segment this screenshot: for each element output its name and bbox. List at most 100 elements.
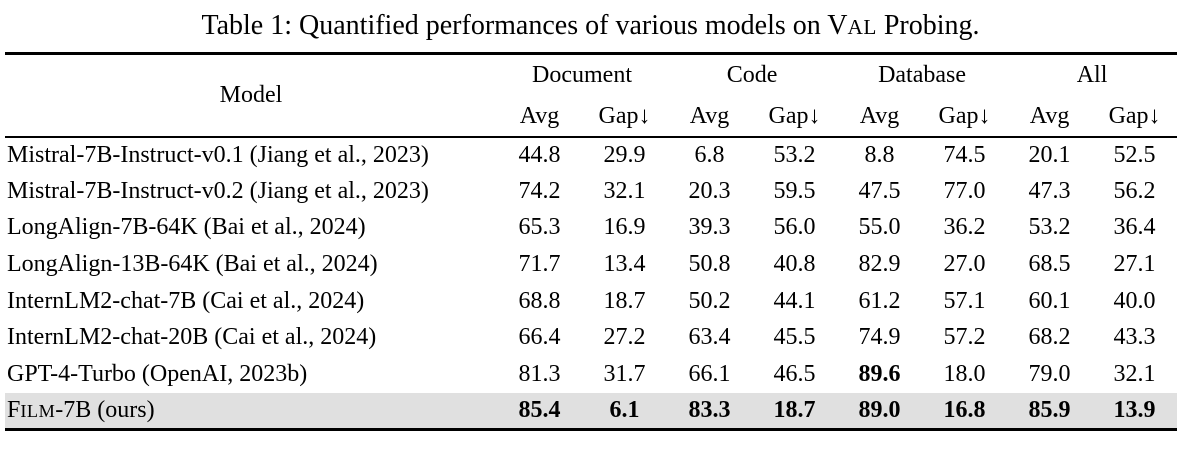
value-cell: 61.2	[858, 287, 901, 314]
subheader-all-avg: Avg	[1029, 102, 1070, 129]
value-cell: 43.3	[1113, 324, 1156, 351]
caption-smallcaps-capital: V	[827, 10, 848, 41]
table-body: Mistral-7B-Instruct-v0.1 (Jiang et al., …	[5, 137, 1178, 430]
subheader-database-avg: Avg	[859, 102, 900, 129]
subheader-code-avg: Avg	[689, 102, 730, 129]
value-cell: 82.9	[858, 251, 901, 278]
value-cell: 63.4	[688, 324, 731, 351]
value-cell: 65.3	[518, 214, 561, 241]
value-cell: 44.1	[773, 287, 816, 314]
model-cell: FILM-7B (ours)	[5, 393, 497, 430]
column-group-all: All	[1076, 62, 1108, 89]
value-cell: 6.1	[609, 396, 640, 423]
value-cell: 85.9	[1028, 396, 1071, 423]
value-cell: 53.2	[1028, 214, 1071, 241]
value-cell: 13.9	[1113, 396, 1156, 423]
caption-text-pre: Table 1: Quantified performances of vari…	[201, 10, 828, 41]
value-cell: 53.2	[773, 141, 816, 168]
value-cell: 32.1	[603, 177, 646, 204]
model-name-rest: -7B (ours)	[55, 396, 155, 423]
value-cell: 40.8	[773, 251, 816, 278]
value-cell: 52.5	[1113, 141, 1156, 168]
value-cell: 77.0	[943, 177, 986, 204]
value-cell: 74.9	[858, 324, 901, 351]
value-cell: 47.5	[858, 177, 901, 204]
value-cell: 29.9	[603, 141, 646, 168]
subheader-database-gap: Gap↓	[938, 102, 991, 129]
model-cell: InternLM2-chat-20B (Cai et al., 2024)	[7, 324, 377, 351]
table-row: FILM-7B (ours) 85.4 6.1 83.3 18.7 89.0 16.8 85.…	[5, 392, 1178, 430]
subheader-document-gap: Gap↓	[598, 102, 651, 129]
value-cell: 57.1	[943, 287, 986, 314]
table-row: InternLM2-chat-20B (Cai et al., 2024) 66.…	[5, 319, 1177, 356]
table-row: Mistral-7B-Instruct-v0.2 (Jiang et al., …	[5, 173, 1177, 210]
value-cell: 59.5	[773, 177, 816, 204]
value-cell: 27.1	[1113, 251, 1156, 278]
table-row: InternLM2-chat-7B (Cai et al., 2024) 68.8…	[5, 283, 1177, 320]
value-cell: 56.0	[773, 214, 816, 241]
value-cell: 68.2	[1028, 324, 1071, 351]
results-table: Model Document Code Database All Avg Gap…	[5, 52, 1178, 431]
value-cell: 20.3	[688, 177, 731, 204]
table-row: LongAlign-13B-64K (Bai et al., 2024) 71.7…	[5, 246, 1177, 283]
value-cell: 89.0	[858, 396, 901, 423]
value-cell: 50.8	[688, 251, 731, 278]
value-cell: 40.0	[1113, 287, 1156, 314]
model-name-capital: F	[7, 396, 21, 423]
value-cell: 71.7	[518, 251, 561, 278]
table-caption: Table 1: Quantified performances of vari…	[0, 0, 1181, 50]
model-cell: InternLM2-chat-7B (Cai et al., 2024)	[7, 287, 365, 314]
value-cell: 81.3	[518, 360, 561, 387]
value-cell: 39.3	[688, 214, 731, 241]
value-cell: 36.4	[1113, 214, 1156, 241]
value-cell: 79.0	[1028, 360, 1071, 387]
column-header-model: Model	[219, 81, 283, 108]
value-cell: 8.8	[864, 141, 895, 168]
model-cell: GPT-4-Turbo (OpenAI, 2023b)	[7, 360, 308, 387]
value-cell: 16.8	[943, 396, 986, 423]
caption-text-post: Probing.	[876, 10, 980, 41]
model-name-smallcaps: ILM	[20, 400, 56, 421]
value-cell: 18.0	[943, 360, 986, 387]
header-sub-row: Avg Gap↓ Avg Gap↓ Avg Gap↓ Avg Gap↓	[5, 97, 1177, 137]
value-cell: 83.3	[688, 396, 731, 423]
value-cell: 44.8	[518, 141, 561, 168]
value-cell: 32.1	[1113, 360, 1156, 387]
value-cell: 66.1	[688, 360, 731, 387]
value-cell: 57.2	[943, 324, 986, 351]
column-group-database: Database	[878, 62, 967, 89]
caption-smallcaps-rest: AL	[847, 15, 877, 39]
table-row: Mistral-7B-Instruct-v0.1 (Jiang et al., …	[5, 137, 1177, 174]
model-cell: LongAlign-13B-64K (Bai et al., 2024)	[7, 251, 378, 278]
value-cell: 68.8	[518, 287, 561, 314]
value-cell: 6.8	[694, 141, 725, 168]
model-cell: LongAlign-7B-64K (Bai et al., 2024)	[7, 214, 366, 241]
subheader-code-gap: Gap↓	[768, 102, 821, 129]
value-cell: 27.2	[603, 324, 646, 351]
table-header: Model Document Code Database All Avg Gap…	[5, 54, 1178, 137]
value-cell: 13.4	[603, 251, 646, 278]
value-cell: 56.2	[1113, 177, 1156, 204]
value-cell: 74.2	[518, 177, 561, 204]
value-cell: 36.2	[943, 214, 986, 241]
value-cell: 85.4	[518, 396, 561, 423]
table-row: LongAlign-7B-64K (Bai et al., 2024) 65.3 1…	[5, 210, 1177, 247]
value-cell: 50.2	[688, 287, 731, 314]
value-cell: 89.6	[858, 360, 901, 387]
value-cell: 74.5	[943, 141, 986, 168]
value-cell: 45.5	[773, 324, 816, 351]
model-cell: Mistral-7B-Instruct-v0.1 (Jiang et al., …	[7, 141, 429, 168]
value-cell: 27.0	[943, 251, 986, 278]
subheader-document-avg: Avg	[519, 102, 560, 129]
value-cell: 66.4	[518, 324, 561, 351]
value-cell: 18.7	[603, 287, 646, 314]
value-cell: 47.3	[1028, 177, 1071, 204]
header-group-row: Model Document Code Database All	[5, 54, 1177, 108]
value-cell: 68.5	[1028, 251, 1071, 278]
column-group-code: Code	[726, 62, 778, 89]
table-row: GPT-4-Turbo (OpenAI, 2023b) 81.3 31.7 66.1 4…	[5, 356, 1177, 393]
value-cell: 60.1	[1028, 287, 1071, 314]
value-cell: 55.0	[858, 214, 901, 241]
value-cell: 16.9	[603, 214, 646, 241]
